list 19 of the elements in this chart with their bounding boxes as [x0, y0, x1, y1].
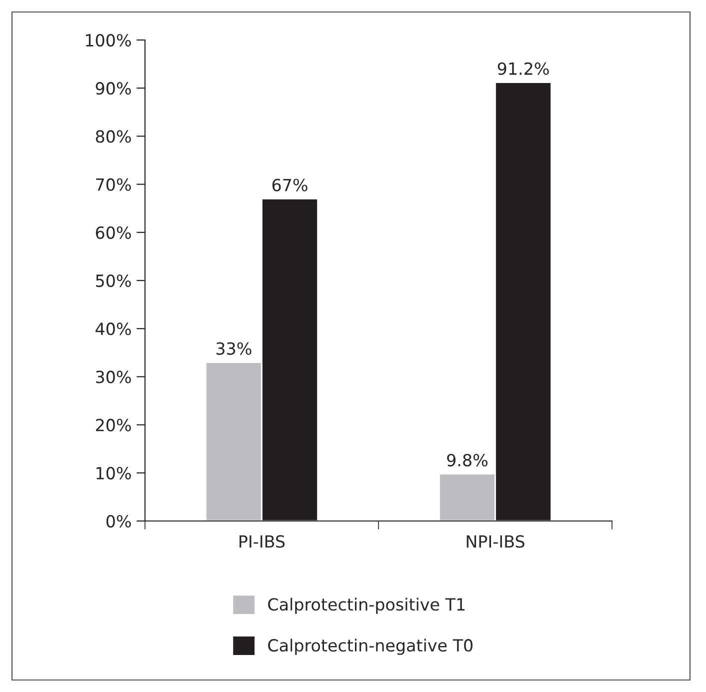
- y-tick-label: 80%: [96, 130, 131, 143]
- y-tick-label: 20%: [96, 418, 131, 432]
- y-tick-label: 70%: [96, 178, 131, 191]
- y-tick-label: 0%: [106, 514, 131, 528]
- y-tick-label: 30%: [96, 370, 131, 384]
- y-tick-label: 10%: [96, 466, 131, 480]
- data-label: 91.2%: [498, 62, 549, 75]
- data-label: 33%: [216, 342, 252, 355]
- x-tick-label: NPI-IBS: [466, 535, 524, 548]
- legend-label: Calprotectin-negative T0: [268, 638, 472, 655]
- legend-label: Calprotectin-positive T1: [268, 598, 465, 614]
- y-tick-label: 90%: [96, 82, 131, 95]
- data-label: 67%: [272, 178, 308, 192]
- y-tick-label: 100%: [86, 34, 131, 47]
- y-tick-label: 40%: [96, 322, 131, 336]
- data-label: 9.8%: [447, 454, 488, 466]
- y-tick-label: 50%: [96, 274, 131, 288]
- x-tick-label: PI-IBS: [240, 535, 285, 548]
- y-tick-label: 60%: [96, 226, 131, 239]
